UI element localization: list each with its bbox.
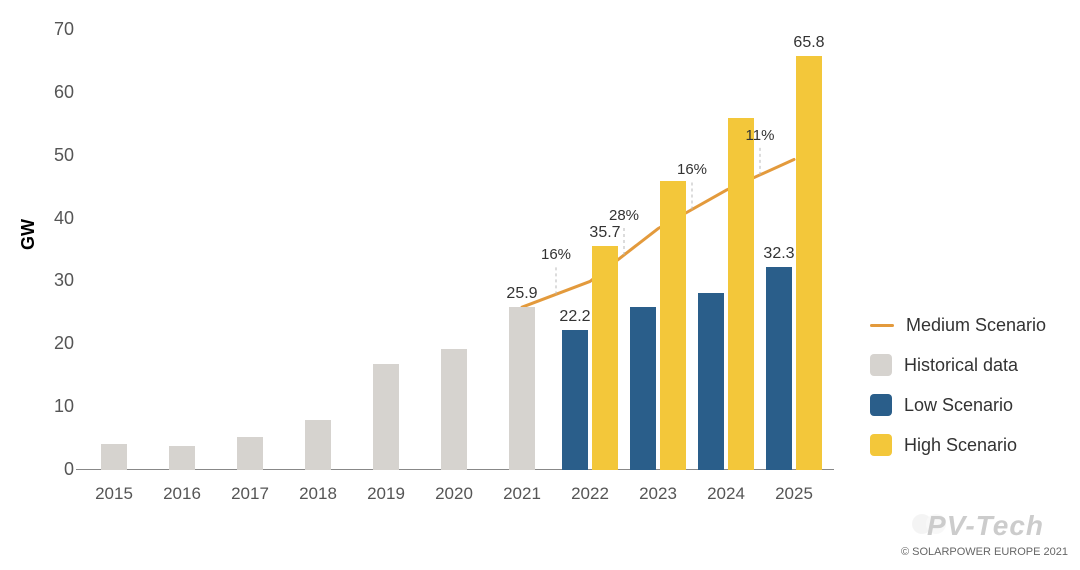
legend: Medium Scenario Historical data Low Scenar… bbox=[870, 315, 1070, 474]
bar-historical bbox=[169, 446, 195, 470]
y-tick-label: 10 bbox=[24, 396, 74, 417]
bar-high bbox=[728, 118, 754, 470]
x-tick-label: 2025 bbox=[760, 484, 828, 504]
y-tick-label: 0 bbox=[24, 459, 74, 480]
x-tick-label: 2023 bbox=[624, 484, 692, 504]
growth-label: 28% bbox=[599, 207, 649, 224]
x-tick-label: 2020 bbox=[420, 484, 488, 504]
bar-historical bbox=[101, 444, 127, 470]
growth-label: 16% bbox=[667, 161, 717, 178]
legend-swatch-icon bbox=[870, 354, 892, 376]
value-label: 22.2 bbox=[545, 308, 605, 326]
x-tick-label: 2017 bbox=[216, 484, 284, 504]
y-tick-label: 20 bbox=[24, 333, 74, 354]
y-tick-label: 40 bbox=[24, 208, 74, 229]
bar-historical bbox=[305, 420, 331, 470]
page-root: GW 2015201620172018201920202021202220232… bbox=[0, 0, 1080, 570]
x-tick-label: 2021 bbox=[488, 484, 556, 504]
legend-label: Low Scenario bbox=[904, 395, 1013, 416]
x-tick-label: 2018 bbox=[284, 484, 352, 504]
growth-label: 11% bbox=[735, 127, 785, 144]
bar-high bbox=[592, 246, 618, 470]
legend-line-icon bbox=[870, 324, 894, 327]
value-label: 35.7 bbox=[575, 224, 635, 242]
legend-swatch-icon bbox=[870, 434, 892, 456]
x-tick-label: 2015 bbox=[80, 484, 148, 504]
bar-high bbox=[796, 56, 822, 470]
bar-low bbox=[766, 267, 792, 470]
value-label: 25.9 bbox=[492, 285, 552, 303]
bar-high bbox=[660, 181, 686, 470]
value-label: 32.3 bbox=[749, 245, 809, 263]
bar-low bbox=[630, 307, 656, 470]
legend-item: Historical data bbox=[870, 354, 1070, 376]
legend-item: High Scenario bbox=[870, 434, 1070, 456]
value-label: 65.8 bbox=[779, 34, 839, 52]
x-tick-label: 2019 bbox=[352, 484, 420, 504]
watermark-text: PV-Tech bbox=[927, 510, 1044, 542]
copyright-text: © SOLARPOWER EUROPE 2021 bbox=[901, 546, 1068, 558]
bar-low bbox=[698, 293, 724, 470]
plot-region: 2015201620172018201920202021202220232024… bbox=[80, 30, 830, 470]
bar-historical bbox=[441, 349, 467, 470]
y-tick-label: 50 bbox=[24, 145, 74, 166]
x-tick-label: 2022 bbox=[556, 484, 624, 504]
y-tick-label: 60 bbox=[24, 82, 74, 103]
bar-low bbox=[562, 330, 588, 470]
x-tick-label: 2016 bbox=[148, 484, 216, 504]
bar-historical bbox=[237, 437, 263, 470]
legend-label: Medium Scenario bbox=[906, 315, 1046, 336]
y-tick-label: 30 bbox=[24, 270, 74, 291]
bar-historical bbox=[509, 307, 535, 470]
legend-label: Historical data bbox=[904, 355, 1018, 376]
x-tick-label: 2024 bbox=[692, 484, 760, 504]
legend-item: Medium Scenario bbox=[870, 315, 1070, 336]
legend-item: Low Scenario bbox=[870, 394, 1070, 416]
growth-label: 16% bbox=[531, 246, 581, 263]
y-tick-label: 70 bbox=[24, 19, 74, 40]
bar-historical bbox=[373, 364, 399, 470]
legend-swatch-icon bbox=[870, 394, 892, 416]
legend-label: High Scenario bbox=[904, 435, 1017, 456]
chart-area: GW 2015201620172018201920202021202220232… bbox=[10, 10, 840, 510]
